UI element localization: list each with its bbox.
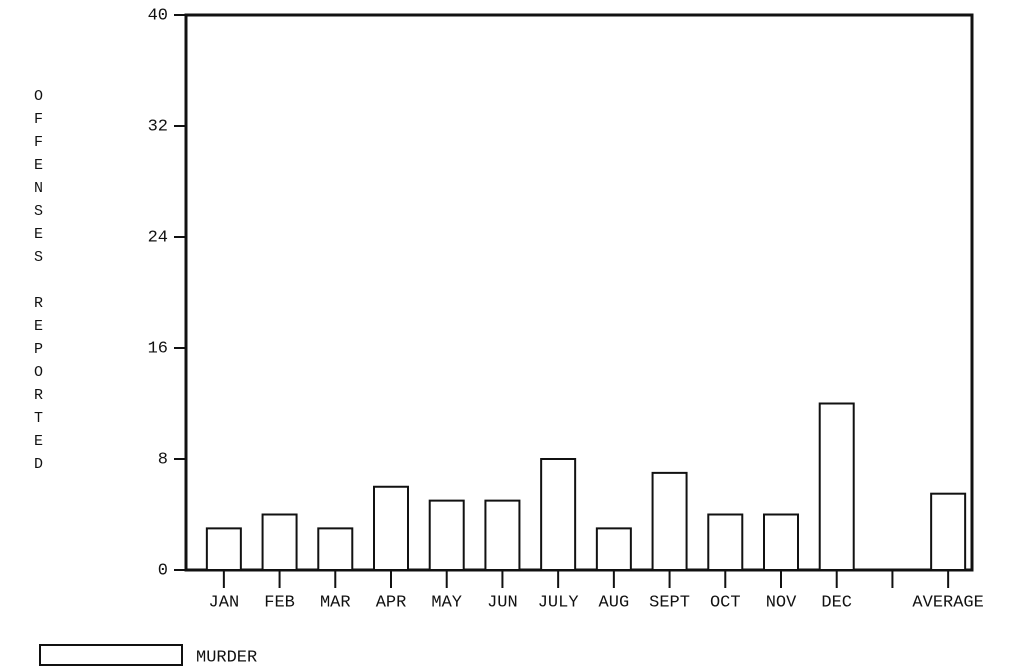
y-axis-label: OFFENSES REPORTED [30, 88, 47, 479]
x-tick-label: JAN [209, 593, 240, 612]
bar [484, 499, 521, 571]
x-tick-label: AVERAGE [912, 593, 983, 612]
x-tick-label: MAR [320, 593, 351, 612]
y-tick-label: 40 [148, 6, 168, 25]
bar [763, 513, 799, 571]
x-tick-label: AUG [599, 593, 630, 612]
y-tick-label: 24 [148, 228, 168, 247]
bar [205, 527, 242, 571]
x-tick-label: JULY [538, 593, 579, 612]
bar [428, 499, 465, 571]
bar [651, 471, 688, 571]
y-tick-label: 0 [158, 561, 168, 580]
y-tick-label: 8 [158, 450, 168, 469]
bar [595, 527, 632, 571]
plot-frame [184, 13, 974, 572]
bar [540, 458, 577, 571]
bar [261, 513, 298, 571]
x-tick-label: JUN [487, 593, 518, 612]
y-tick-label: 16 [148, 339, 168, 358]
legend-swatch [39, 644, 183, 666]
x-tick-label: NOV [766, 593, 797, 612]
x-tick-label: FEB [264, 593, 295, 612]
x-tick-label: DEC [821, 593, 852, 612]
x-tick-label: MAY [431, 593, 462, 612]
bar [930, 492, 967, 571]
y-tick-label: 32 [148, 117, 168, 136]
bar [818, 402, 855, 571]
x-tick-label: OCT [710, 593, 741, 612]
x-tick-label: SEPT [649, 593, 690, 612]
bar [317, 527, 354, 571]
bar [707, 513, 744, 571]
bar [373, 485, 409, 571]
x-tick-label: APR [376, 593, 407, 612]
legend-label: MURDER [196, 648, 257, 667]
